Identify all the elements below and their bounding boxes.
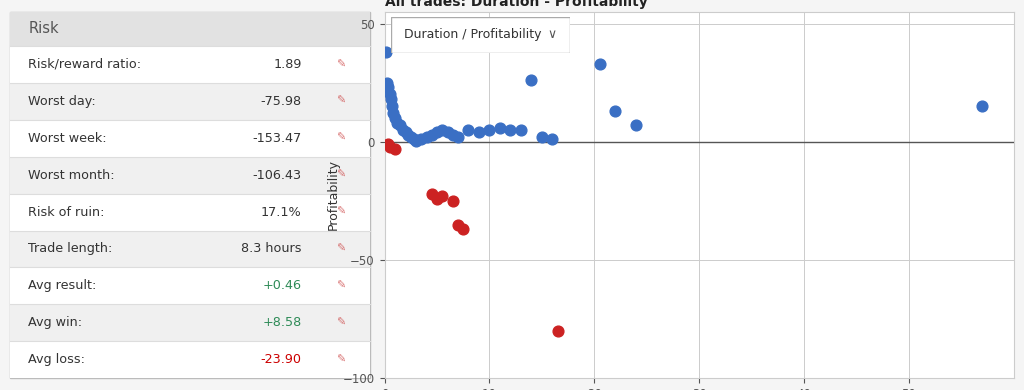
FancyBboxPatch shape (10, 230, 370, 268)
Point (450, 134, 466, 140)
Point (395, 127, 412, 133)
Text: ✎: ✎ (336, 59, 346, 69)
Text: ∨: ∨ (548, 28, 557, 41)
Text: -23.90: -23.90 (260, 353, 301, 366)
Point (481, 127, 498, 133)
Point (471, 129, 487, 135)
FancyBboxPatch shape (10, 12, 370, 378)
Point (429, 129, 445, 135)
Text: Worst week:: Worst week: (29, 132, 106, 145)
Point (380, 84, 396, 90)
Point (444, 131, 461, 138)
FancyBboxPatch shape (10, 268, 370, 305)
Point (455, 226, 471, 232)
Point (408, 138, 424, 144)
Text: 1.89: 1.89 (273, 58, 301, 71)
FancyBboxPatch shape (10, 341, 370, 378)
Point (461, 127, 477, 133)
Text: All trades: Duration - Profitability: All trades: Duration - Profitability (385, 0, 647, 9)
Point (406, 136, 422, 142)
Point (378, 49, 394, 55)
Text: ✎: ✎ (336, 207, 346, 217)
Point (397, 129, 414, 135)
FancyBboxPatch shape (10, 193, 370, 230)
Text: Avg win:: Avg win: (29, 316, 82, 330)
Text: Worst month:: Worst month: (29, 168, 115, 182)
Point (544, 136, 560, 142)
Text: 17.1%: 17.1% (261, 206, 301, 218)
Point (450, 222, 466, 228)
Text: ✎: ✎ (336, 281, 346, 291)
Point (387, 146, 403, 152)
Text: Risk of ruin:: Risk of ruin: (29, 206, 104, 218)
Text: Risk/reward ratio:: Risk/reward ratio: (29, 58, 141, 71)
Point (534, 134, 550, 140)
Point (402, 134, 419, 140)
Text: ✎: ✎ (336, 244, 346, 254)
Point (385, 110, 401, 117)
FancyBboxPatch shape (10, 157, 370, 193)
Point (387, 115, 403, 121)
FancyBboxPatch shape (10, 12, 370, 46)
Point (513, 127, 529, 133)
Text: ✎: ✎ (336, 318, 346, 328)
Point (419, 134, 435, 140)
Point (434, 193, 451, 199)
FancyBboxPatch shape (391, 17, 570, 53)
Point (382, 144, 398, 150)
Text: 8.3 hours: 8.3 hours (241, 243, 301, 255)
FancyBboxPatch shape (10, 305, 370, 341)
Text: Avg loss:: Avg loss: (29, 353, 85, 366)
Point (382, 91, 398, 98)
Point (392, 122, 409, 128)
Text: ✎: ✎ (336, 170, 346, 180)
Point (492, 124, 508, 131)
Point (607, 108, 624, 114)
Point (439, 129, 456, 135)
Point (592, 60, 608, 67)
Point (628, 122, 644, 128)
Text: ✎: ✎ (336, 133, 346, 143)
Point (383, 96, 399, 102)
Text: Risk: Risk (29, 21, 58, 36)
Point (399, 131, 416, 138)
Text: Trade length:: Trade length: (29, 243, 113, 255)
Text: +0.46: +0.46 (262, 280, 301, 292)
FancyBboxPatch shape (10, 83, 370, 120)
Point (550, 328, 566, 334)
Point (444, 198, 461, 204)
FancyBboxPatch shape (10, 46, 370, 83)
Point (424, 191, 440, 197)
Point (379, 80, 395, 86)
Text: Duration / Profitability: Duration / Profitability (403, 28, 542, 41)
Point (429, 195, 445, 202)
Text: -106.43: -106.43 (252, 168, 301, 182)
Text: ✎: ✎ (336, 355, 346, 365)
Text: Worst day:: Worst day: (29, 95, 96, 108)
Point (502, 127, 518, 133)
Point (389, 120, 406, 126)
Point (424, 131, 440, 138)
Point (523, 77, 540, 83)
Point (384, 103, 400, 110)
Text: ✎: ✎ (336, 96, 346, 106)
Y-axis label: Profitability: Profitability (327, 160, 340, 230)
Point (434, 127, 451, 133)
Point (413, 136, 429, 142)
Point (974, 103, 990, 110)
Point (380, 141, 396, 147)
Text: -75.98: -75.98 (260, 95, 301, 108)
FancyBboxPatch shape (10, 120, 370, 157)
Text: Avg result:: Avg result: (29, 280, 96, 292)
Text: -153.47: -153.47 (252, 132, 301, 145)
Text: +8.58: +8.58 (262, 316, 301, 330)
